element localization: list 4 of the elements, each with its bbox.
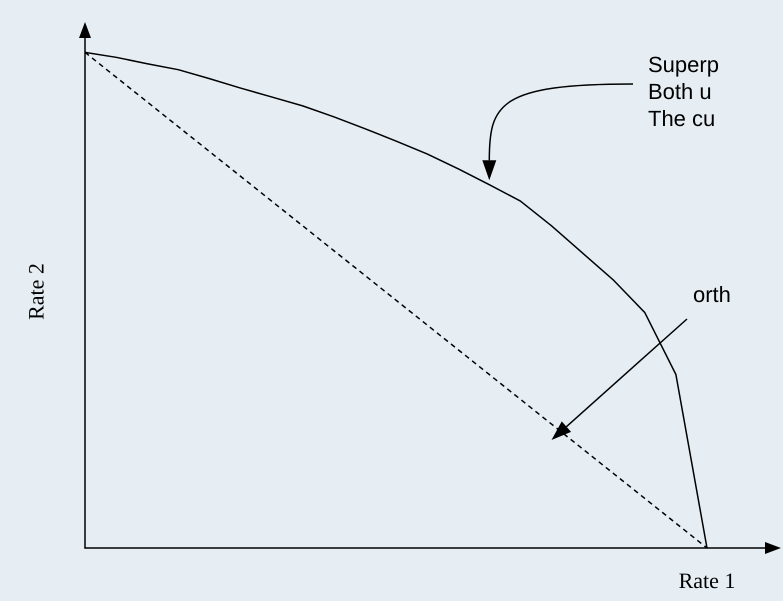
y-axis-title: Rate 2 <box>24 263 48 320</box>
annotation: Superp Both u The cu <box>648 52 719 131</box>
annotation: orth <box>693 282 731 307</box>
x-axis-title: Rate 1 <box>678 568 736 593</box>
